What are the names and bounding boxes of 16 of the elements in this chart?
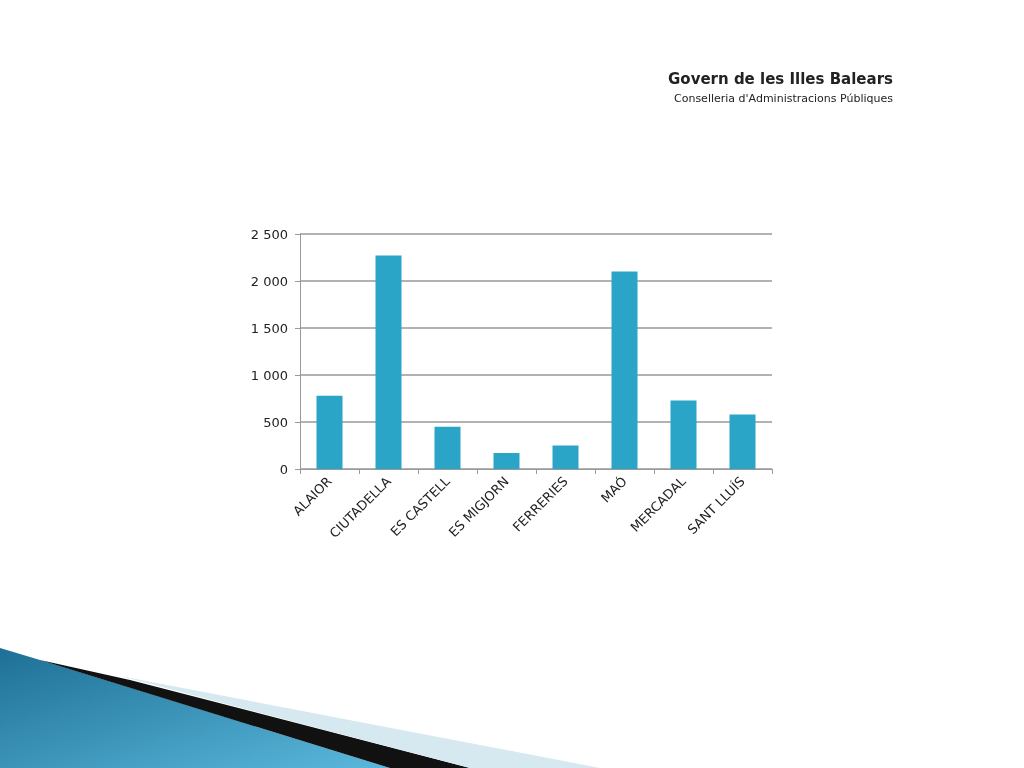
bar [729,414,756,469]
text: Govern de les Illes Balears [668,70,893,88]
bar [552,445,579,469]
bar [316,395,343,469]
y-tick-label: 0 [279,461,288,477]
bar [493,453,520,469]
bar [375,255,402,469]
bar [434,426,461,469]
y-tick-label: 2 500 [250,226,288,242]
y-tick-label: 1 500 [250,320,288,336]
bar [611,271,638,469]
y-tick-label: 500 [263,414,288,430]
y-tick-label: 2 000 [250,273,288,289]
y-tick-label: 1 000 [250,367,288,383]
bar [670,400,697,469]
text: Conselleria d'Administracions Públiques [674,92,893,105]
